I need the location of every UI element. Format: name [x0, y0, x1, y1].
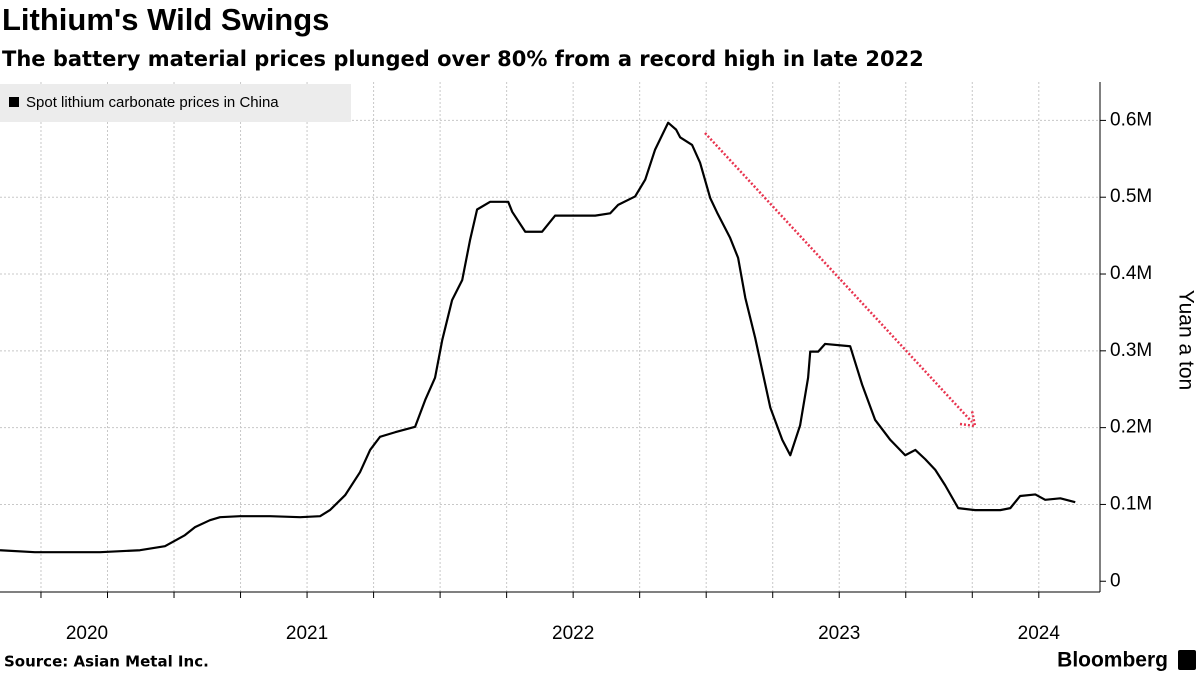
y-axis-label: Yuan a ton: [1174, 290, 1197, 390]
grid: [0, 82, 1100, 592]
chart-title: Lithium's Wild Swings: [2, 2, 329, 37]
x-tick-label: 2021: [286, 623, 328, 644]
legend-box: [0, 84, 351, 122]
annotation-arrow: [704, 132, 977, 428]
y-tick-label: 0.2M: [1110, 417, 1152, 438]
brand-icon: [1178, 650, 1196, 670]
source: Source: Asian Metal Inc.: [4, 653, 209, 671]
arrow-head: [959, 410, 977, 428]
y-tick-label: 0.6M: [1110, 109, 1152, 130]
brand: Bloomberg: [1057, 649, 1168, 672]
chart-subtitle: The battery material prices plunged over…: [2, 47, 924, 71]
y-tick-label: 0.3M: [1110, 340, 1152, 361]
y-tick-label: 0.5M: [1110, 186, 1152, 207]
y-tick-label: 0.4M: [1110, 263, 1152, 284]
y-tick-label: 0: [1110, 570, 1121, 591]
x-tick-label: 2020: [66, 623, 108, 644]
y-tick-label: 0.1M: [1110, 493, 1152, 514]
legend-swatch: [9, 97, 19, 107]
x-tick-label: 2024: [1018, 623, 1061, 644]
x-tick-label: 2022: [552, 623, 594, 644]
x-tick-label: 2023: [818, 623, 860, 644]
data-line: [0, 121, 1076, 554]
arrow-shaft: [704, 132, 973, 423]
legend-label: Spot lithium carbonate prices in China: [26, 94, 279, 111]
